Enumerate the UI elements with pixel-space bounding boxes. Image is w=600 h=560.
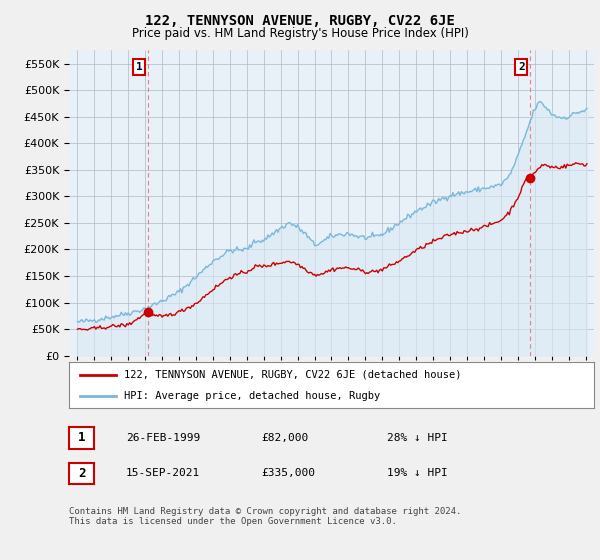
Text: 15-SEP-2021: 15-SEP-2021 (126, 468, 200, 478)
Text: Price paid vs. HM Land Registry's House Price Index (HPI): Price paid vs. HM Land Registry's House … (131, 27, 469, 40)
Text: Contains HM Land Registry data © Crown copyright and database right 2024.
This d: Contains HM Land Registry data © Crown c… (69, 507, 461, 526)
Text: 1: 1 (78, 431, 85, 445)
Text: £82,000: £82,000 (261, 433, 308, 443)
Text: 26-FEB-1999: 26-FEB-1999 (126, 433, 200, 443)
Text: 28% ↓ HPI: 28% ↓ HPI (387, 433, 448, 443)
Text: 122, TENNYSON AVENUE, RUGBY, CV22 6JE (detached house): 122, TENNYSON AVENUE, RUGBY, CV22 6JE (d… (124, 370, 461, 380)
Text: HPI: Average price, detached house, Rugby: HPI: Average price, detached house, Rugb… (124, 391, 380, 401)
Text: 122, TENNYSON AVENUE, RUGBY, CV22 6JE: 122, TENNYSON AVENUE, RUGBY, CV22 6JE (145, 14, 455, 28)
Text: 2: 2 (518, 62, 525, 72)
Text: £335,000: £335,000 (261, 468, 315, 478)
Text: 19% ↓ HPI: 19% ↓ HPI (387, 468, 448, 478)
Text: 1: 1 (136, 62, 143, 72)
Text: 2: 2 (78, 466, 85, 480)
